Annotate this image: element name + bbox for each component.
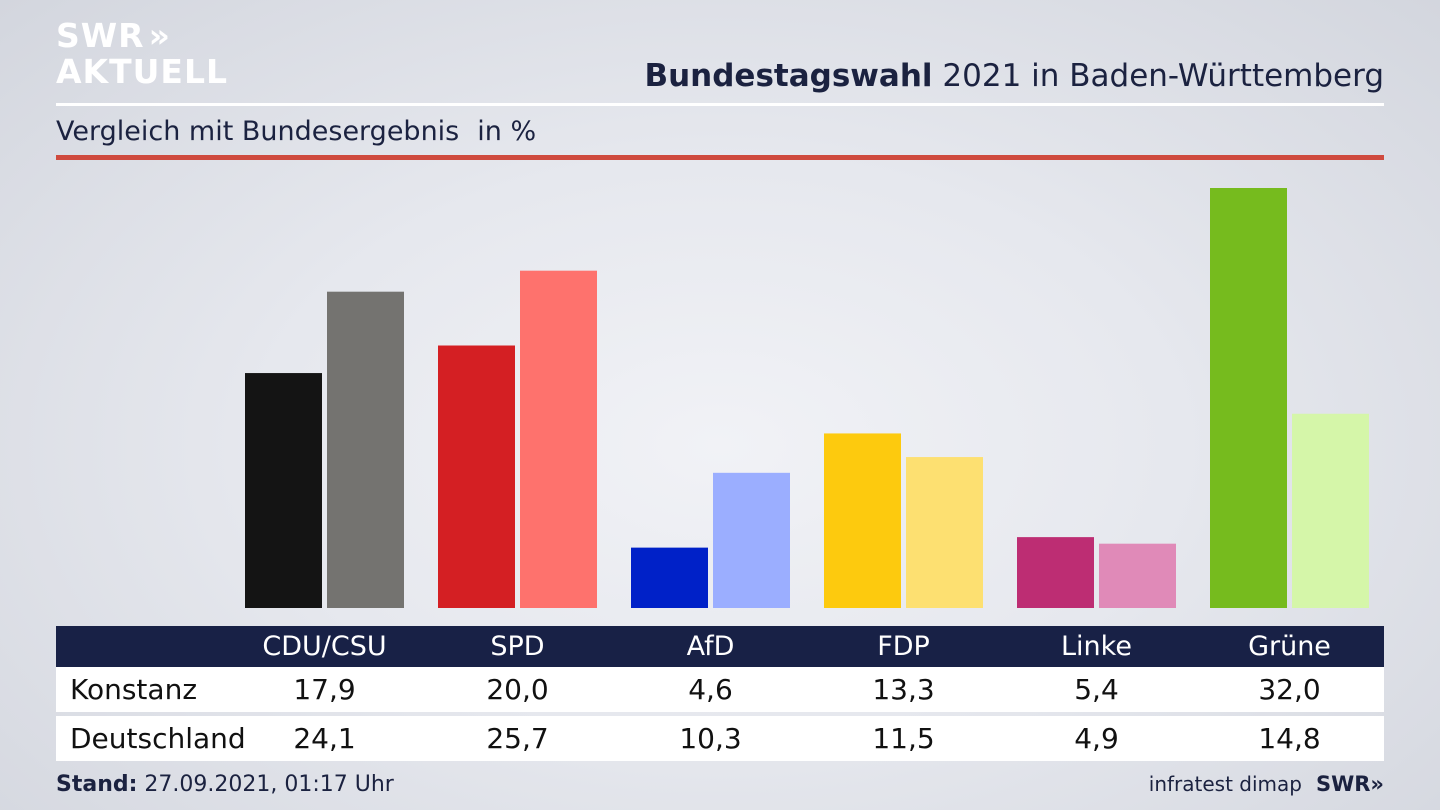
chart-subtitle: Vergleich mit Bundesergebnis: [56, 116, 460, 147]
chart-title: Bundestagswahl 2021 in Baden-Württemberg: [644, 58, 1384, 94]
bar-grüne-deutschland: [1292, 413, 1369, 608]
logo-line-2: AKTUELL: [56, 52, 229, 91]
bar-spd-deutschland: [520, 270, 597, 608]
table-cell: 17,9: [293, 673, 356, 706]
logo-line-1: SWR: [56, 16, 145, 55]
chart-unit: in %: [477, 116, 537, 147]
bar-fdp-konstanz: [824, 433, 901, 608]
chart-title-bold: Bundestagswahl: [644, 58, 933, 94]
bar-fdp-deutschland: [906, 457, 983, 608]
bar-afd-deutschland: [713, 472, 790, 608]
logo-chevrons: »: [148, 16, 171, 55]
table-header-row: CDU/CSU SPD AfD FDP Linke Grüne: [56, 626, 1384, 667]
table-cell: 4,9: [1074, 722, 1119, 755]
column-header: AfD: [686, 631, 735, 662]
column-header: Linke: [1061, 631, 1132, 662]
bar-afd-konstanz: [631, 547, 708, 608]
bar-spd-konstanz: [438, 345, 515, 608]
chart-subtitle-line: Vergleich mit Bundesergebnis in %: [56, 116, 536, 147]
title-divider: [56, 103, 1384, 106]
column-header: Grüne: [1248, 631, 1331, 662]
table-cell: 10,3: [679, 722, 742, 755]
bar-linke-konstanz: [1017, 537, 1094, 608]
swr-brand-logo: SWR»: [1315, 772, 1384, 796]
bar-cdu-csu-deutschland: [327, 291, 404, 608]
row-label: Deutschland: [70, 722, 246, 755]
timestamp: Stand: 27.09.2021, 01:17 Uhr: [56, 772, 394, 797]
table-cell: 4,6: [688, 673, 733, 706]
table-cell: 11,5: [872, 722, 935, 755]
stand-value: 27.09.2021, 01:17 Uhr: [137, 772, 394, 797]
row-label: Konstanz: [70, 673, 198, 706]
table-cell: 14,8: [1258, 722, 1321, 755]
chart-title-rest: 2021 in Baden-Württemberg: [932, 58, 1384, 94]
table-cell: 32,0: [1258, 673, 1321, 706]
table-body: Konstanz 17,9 20,0 4,6 13,3 5,4 32,0 Deutschlan…: [56, 667, 1384, 761]
results-table: CDU/CSU SPD AfD FDP Linke Grüne Konstanz 17,9 2…: [56, 626, 1384, 761]
table-cell: 13,3: [872, 673, 935, 706]
subtitle-divider: [56, 155, 1384, 160]
column-header: CDU/CSU: [262, 631, 387, 662]
table-cell: 25,7: [486, 722, 549, 755]
bar-linke-deutschland: [1099, 543, 1176, 608]
table-row: Deutschland 24,1 25,7 10,3 11,5 4,9 14,8: [56, 716, 1384, 761]
table-cell: 24,1: [293, 722, 356, 755]
swr-aktuell-logo: SWR» AKTUELL: [56, 18, 228, 90]
source-credit: infratest dimap SWR»: [1149, 772, 1384, 796]
source-label: infratest dimap: [1148, 772, 1302, 796]
bar-cdu-csu-konstanz: [245, 373, 322, 608]
bar-chart: [245, 188, 1369, 608]
table-cell: 5,4: [1074, 673, 1119, 706]
table-row: Konstanz 17,9 20,0 4,6 13,3 5,4 32,0: [56, 667, 1384, 712]
table-cell: 20,0: [486, 673, 549, 706]
bar-grüne-konstanz: [1210, 188, 1287, 608]
stand-label: Stand:: [56, 772, 138, 797]
column-header: SPD: [490, 631, 545, 662]
column-header: FDP: [877, 631, 930, 662]
